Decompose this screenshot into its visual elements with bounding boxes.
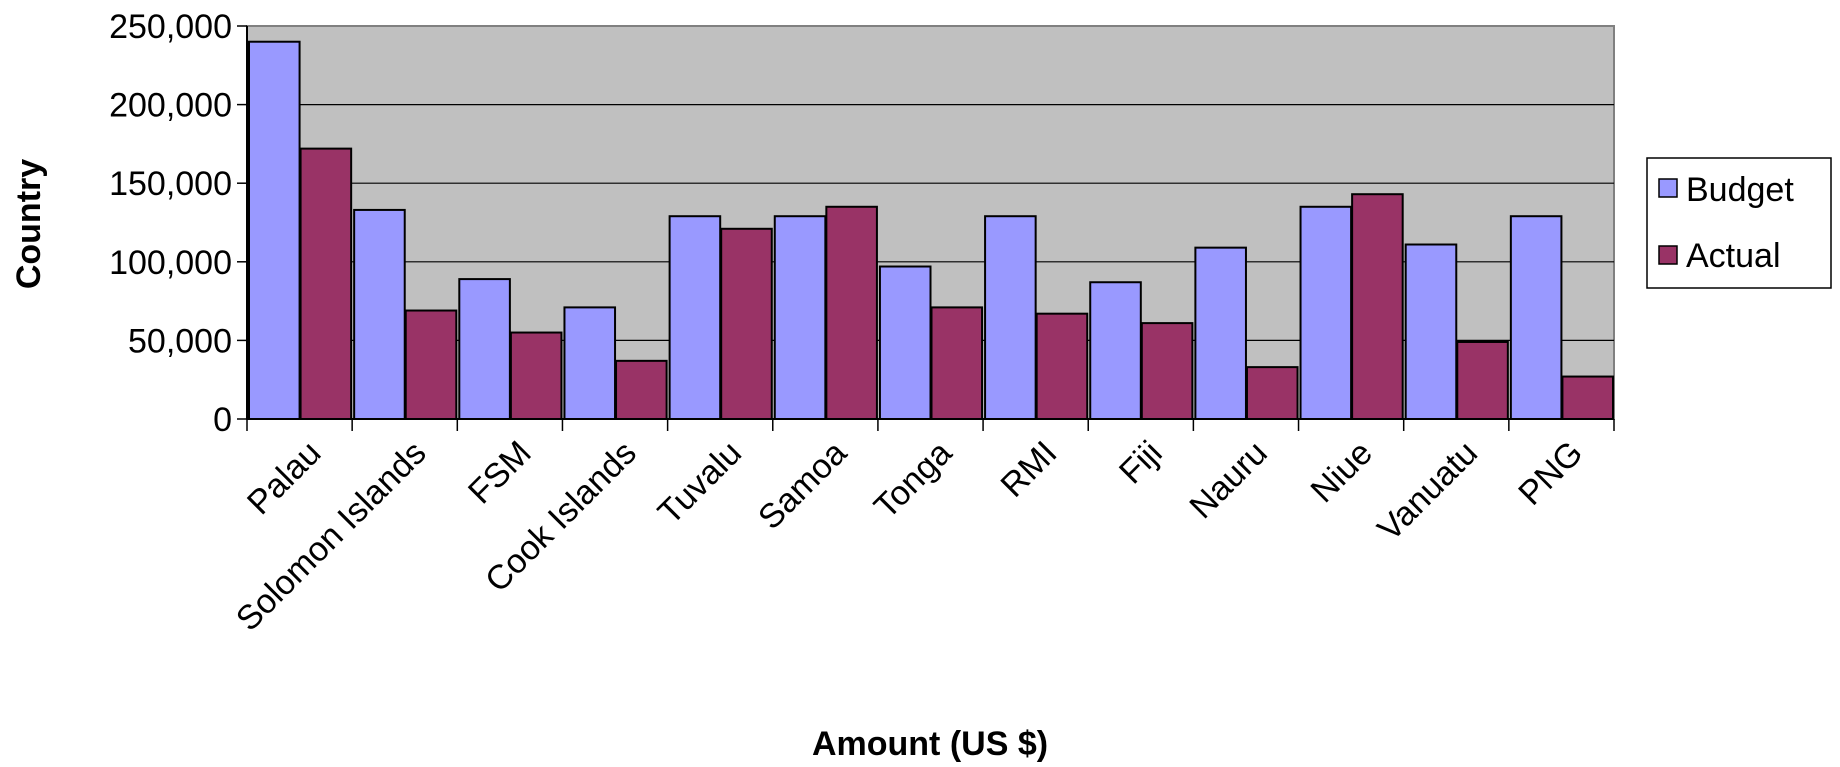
bar-budget	[1509, 215, 1563, 420]
x-category-label: Palau	[240, 434, 328, 522]
bar-budget	[668, 215, 722, 420]
bar-budget	[1299, 205, 1353, 420]
bar-actual	[1351, 193, 1404, 420]
y-tick-label: 200,000	[109, 87, 232, 125]
x-category-label: Niue	[1304, 434, 1380, 510]
y-tick-label: 50,000	[128, 322, 232, 360]
bar-budget	[248, 40, 301, 420]
x-category-label: Samoa	[751, 434, 854, 537]
y-axis-title: Country	[10, 159, 48, 289]
legend-label-actual: Actual	[1686, 237, 1781, 275]
legend: Budget Actual	[1646, 157, 1832, 289]
bar-budget	[1089, 281, 1142, 420]
bar-actual	[1561, 375, 1615, 420]
x-category-label: PNG	[1511, 434, 1590, 513]
bar-budget	[1194, 246, 1247, 420]
x-category-label: RMI	[994, 434, 1065, 505]
legend-swatch-actual	[1658, 245, 1678, 265]
x-category-label: Tonga	[867, 434, 959, 526]
bar-budget	[1404, 243, 1458, 420]
bar-budget	[984, 215, 1037, 420]
bar-actual	[404, 309, 458, 421]
bar-actual	[299, 147, 353, 420]
y-tick-label: 150,000	[109, 165, 232, 203]
bar-actual	[1456, 340, 1509, 420]
bar-budget	[458, 278, 511, 421]
bar-actual	[615, 359, 668, 420]
y-tick-label: 0	[213, 401, 232, 439]
x-category-label: Solomon Islands	[229, 434, 434, 639]
bar-actual	[509, 331, 563, 421]
bar-actual	[930, 306, 984, 420]
bar-actual	[1245, 366, 1299, 420]
bar-actual	[825, 205, 878, 420]
x-axis-title: Amount (US $)	[812, 725, 1048, 763]
bar-budget	[563, 306, 617, 420]
bar-actual	[1035, 312, 1089, 420]
x-category-label: Vanuatu	[1370, 434, 1485, 549]
y-tick-label: 100,000	[109, 244, 232, 282]
x-category-label: Nauru	[1182, 434, 1274, 526]
legend-swatch-budget	[1658, 178, 1678, 198]
x-category-label: Fiji	[1112, 434, 1170, 492]
bar-actual	[1140, 322, 1194, 420]
x-category-label: Tuvalu	[651, 434, 749, 532]
bar-budget	[353, 208, 406, 420]
bar-actual	[720, 227, 773, 420]
x-category-label: FSM	[461, 434, 539, 512]
bar-budget	[878, 265, 932, 420]
y-tick-label: 250,000	[109, 8, 232, 46]
legend-label-budget: Budget	[1686, 171, 1794, 209]
bar-budget	[773, 215, 827, 420]
y-axis: 0 50,000 100,000 150,000 200,000 250,000	[109, 8, 248, 439]
